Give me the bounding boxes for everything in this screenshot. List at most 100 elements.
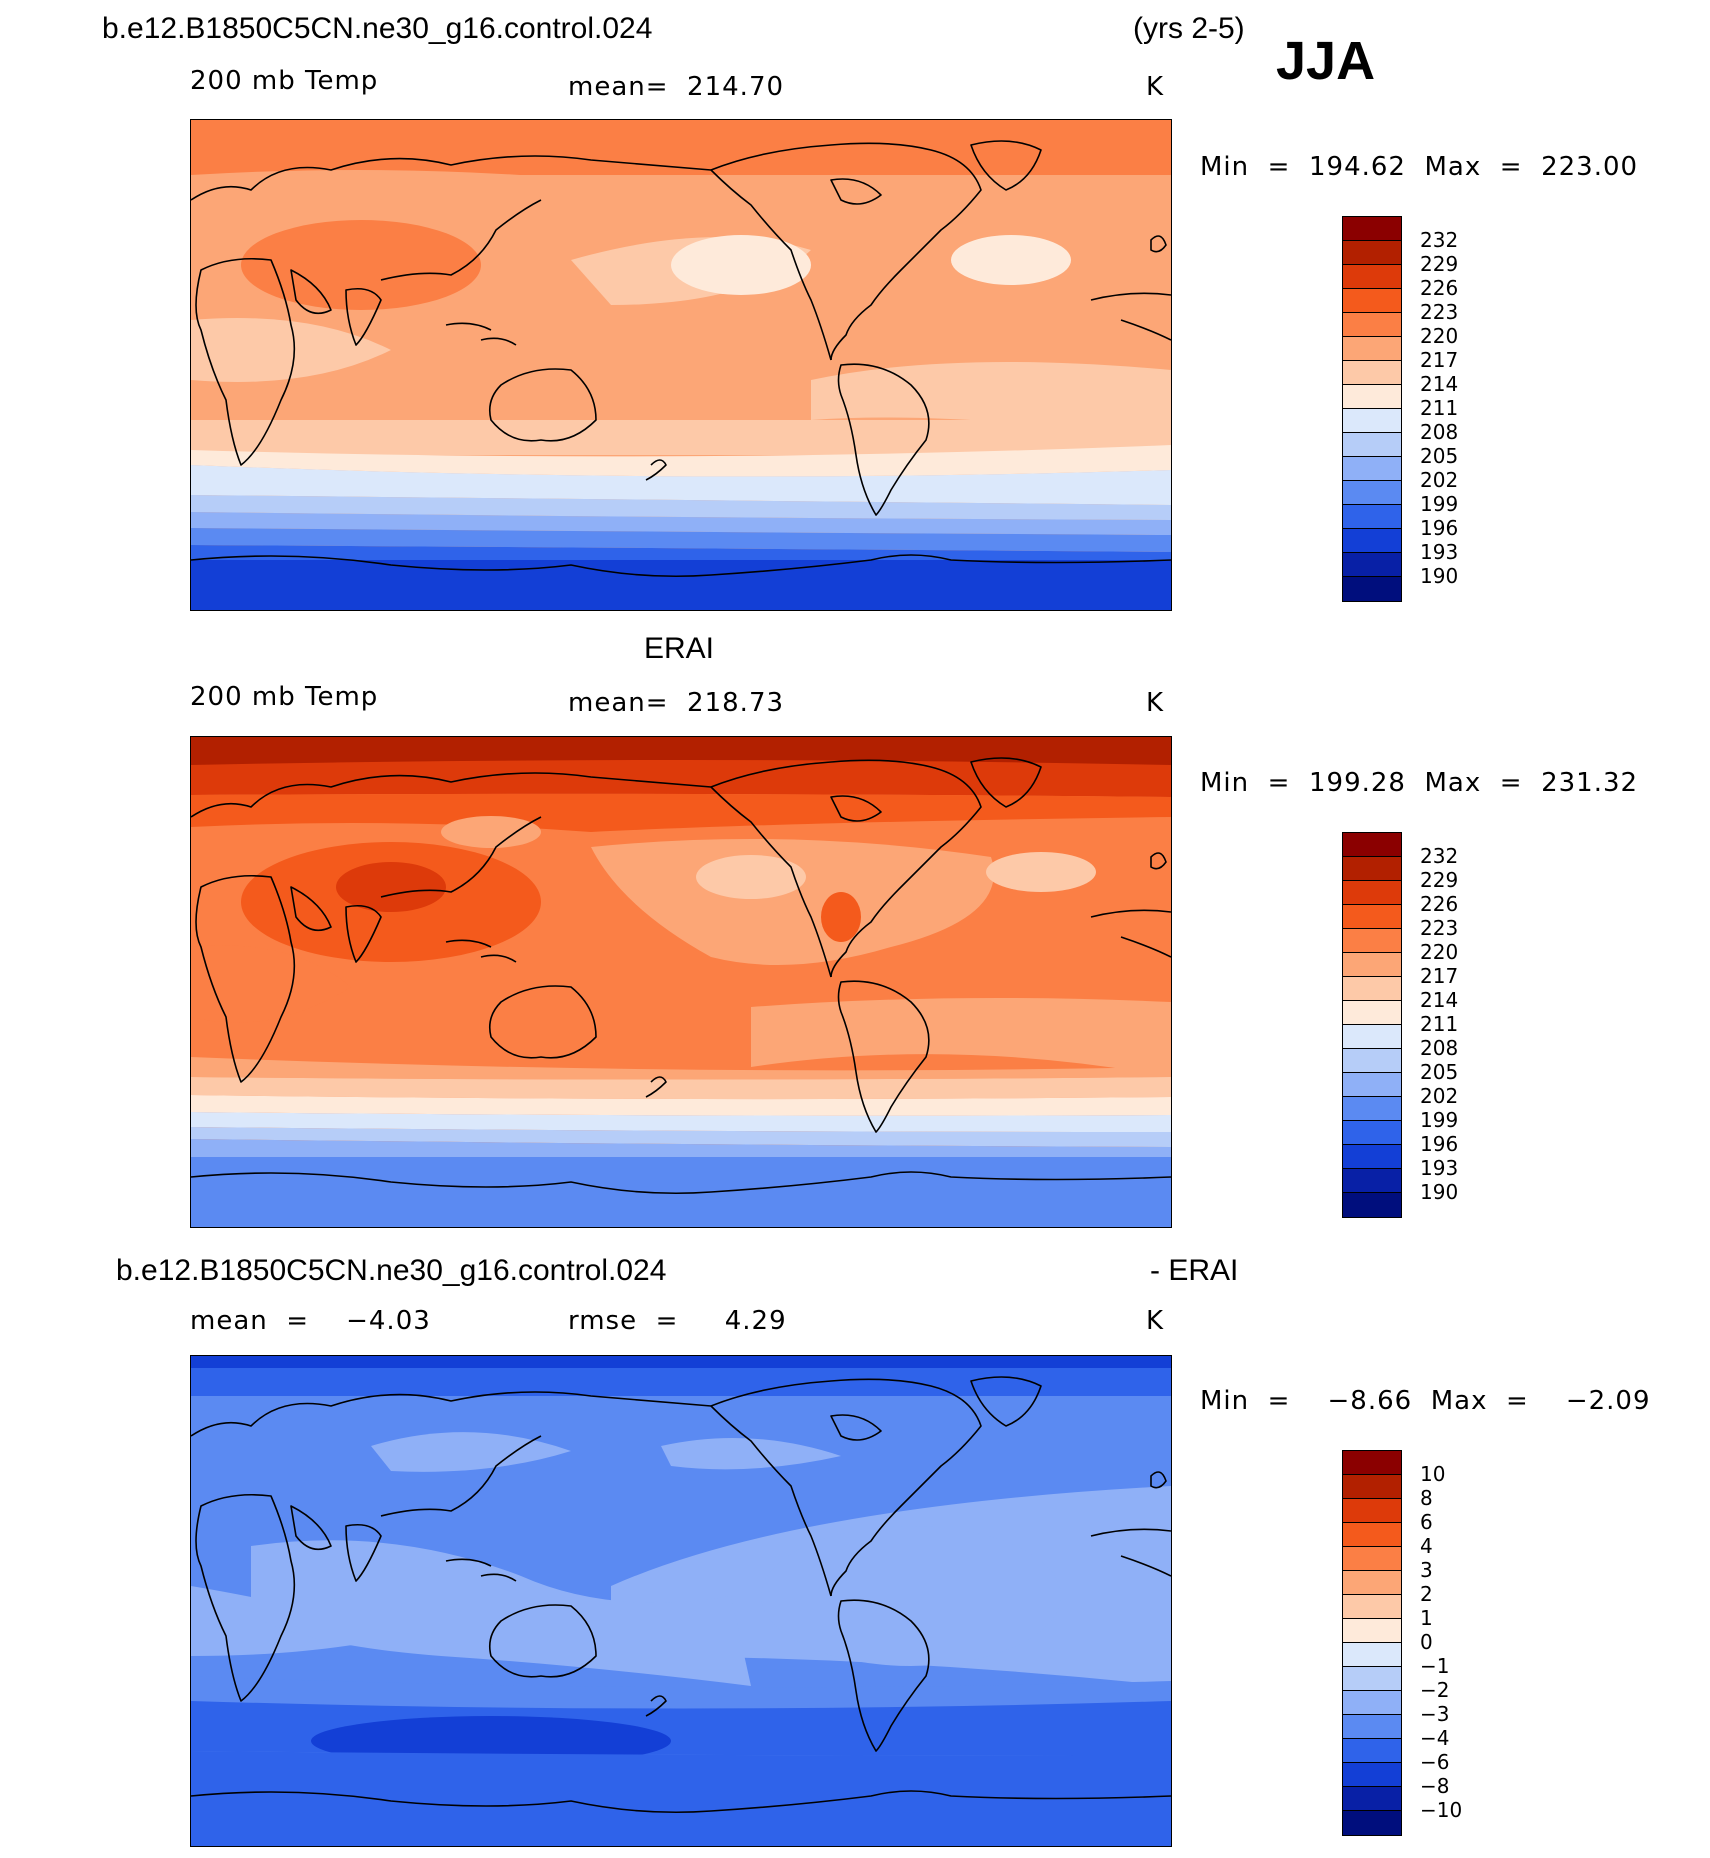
colorbar-swatch	[1343, 1073, 1401, 1097]
field-band	[191, 1077, 1171, 1100]
panel1-tick: 229	[1420, 252, 1459, 276]
field-band	[191, 1676, 1171, 1709]
panel3-tick: −4	[1420, 1726, 1450, 1750]
panel2-units: K	[1146, 688, 1165, 718]
colorbar-swatch	[1343, 1145, 1401, 1169]
panel2-tick: 229	[1420, 868, 1459, 892]
panel2-tick: 211	[1420, 1012, 1459, 1036]
panel2-tick: 199	[1420, 1108, 1459, 1132]
panel2-mean: mean= 218.73	[568, 688, 785, 718]
panel2-tick: 226	[1420, 892, 1459, 916]
field-band	[191, 793, 1171, 832]
colorbar-swatch	[1343, 313, 1401, 337]
panel1-tick: 199	[1420, 492, 1459, 516]
colorbar-swatch	[1343, 337, 1401, 361]
field-band	[191, 528, 1171, 552]
panel3-tick: −3	[1420, 1702, 1450, 1726]
field-band	[761, 1526, 1061, 1666]
panel1-tick: 205	[1420, 444, 1459, 468]
panel3-title-right: - ERAI	[1150, 1254, 1239, 1287]
panel1-tick: 208	[1420, 420, 1459, 444]
panel3-tick: −2	[1420, 1678, 1450, 1702]
panel1-tick: 196	[1420, 516, 1459, 540]
colorbar-swatch	[1343, 1763, 1401, 1787]
panel1-tick: 226	[1420, 276, 1459, 300]
colorbar-swatch	[1343, 977, 1401, 1001]
panel3-tick: −1	[1420, 1654, 1450, 1678]
panel2-colorbar	[1342, 832, 1402, 1218]
colorbar-swatch	[1343, 1547, 1401, 1571]
case-title: b.e12.B1850C5CN.ne30_g16.control.024	[102, 12, 653, 45]
colorbar-swatch	[1343, 1595, 1401, 1619]
field-band	[371, 1432, 571, 1472]
panel2-tick: 232	[1420, 844, 1459, 868]
colorbar-swatch	[1343, 529, 1401, 553]
field-band	[696, 855, 806, 899]
panel3-tick: 8	[1420, 1486, 1433, 1510]
field-band	[191, 945, 351, 1023]
colorbar-swatch	[1343, 1121, 1401, 1145]
panel2-tick: 193	[1420, 1156, 1459, 1180]
colorbar-swatch	[1343, 881, 1401, 905]
colorbar-swatch	[1343, 1001, 1401, 1025]
colorbar-swatch	[1343, 1169, 1401, 1193]
colorbar-swatch	[1343, 857, 1401, 881]
panel1-tick: 223	[1420, 300, 1459, 324]
colorbar-swatch	[1343, 1811, 1401, 1835]
panel2-tick: 205	[1420, 1060, 1459, 1084]
panel2-variable: 200 mb Temp	[190, 682, 379, 712]
colorbar-swatch	[1343, 217, 1401, 241]
panel2-title: ERAI	[644, 632, 715, 665]
field-band	[191, 1356, 1171, 1368]
panel3-map	[190, 1355, 1172, 1847]
panel1-field	[191, 120, 1171, 610]
colorbar-swatch	[1343, 481, 1401, 505]
field-band	[191, 1127, 1171, 1147]
colorbar-swatch	[1343, 457, 1401, 481]
panel3-field	[191, 1356, 1171, 1846]
field-band	[951, 235, 1071, 285]
field-band	[251, 1540, 751, 1686]
panel3-title-left: b.e12.B1850C5CN.ne30_g16.control.024	[116, 1254, 667, 1287]
colorbar-swatch	[1343, 1667, 1401, 1691]
panel2-tick: 217	[1420, 964, 1459, 988]
panel1-map	[190, 119, 1172, 611]
panel3-minmax: Min = −8.66 Max = −2.09	[1200, 1386, 1651, 1416]
colorbar-swatch	[1343, 1619, 1401, 1643]
field-band	[441, 816, 541, 848]
field-band	[191, 1095, 1171, 1116]
field-band	[191, 318, 391, 382]
field-band	[191, 760, 1171, 797]
field-band	[986, 852, 1096, 892]
panel1-tick: 217	[1420, 348, 1459, 372]
field-band	[191, 1751, 1171, 1846]
panel1-colorbar	[1342, 216, 1402, 602]
colorbar-swatch	[1343, 385, 1401, 409]
panel1-minmax: Min = 194.62 Max = 223.00	[1200, 152, 1639, 182]
colorbar-swatch	[1343, 1523, 1401, 1547]
field-band	[191, 420, 1171, 455]
colorbar-swatch	[1343, 1643, 1401, 1667]
panel2-tick: 214	[1420, 988, 1459, 1012]
panel1-variable: 200 mb Temp	[190, 66, 379, 96]
panel2-tick: 190	[1420, 1180, 1459, 1204]
colorbar-swatch	[1343, 289, 1401, 313]
panel3-tick: 3	[1420, 1558, 1433, 1582]
colorbar-swatch	[1343, 1715, 1401, 1739]
colorbar-swatch	[1343, 1451, 1401, 1475]
panel2-tick: 220	[1420, 940, 1459, 964]
colorbar-swatch	[1343, 409, 1401, 433]
panel3-units: K	[1146, 1306, 1165, 1336]
panel3-tick: 6	[1420, 1510, 1433, 1534]
field-band	[336, 862, 446, 912]
colorbar-swatch	[1343, 433, 1401, 457]
field-band	[591, 839, 994, 965]
field-band	[241, 220, 481, 310]
panel2-minmax: Min = 199.28 Max = 231.32	[1200, 768, 1639, 798]
field-band	[661, 1438, 841, 1470]
colorbar-swatch	[1343, 1691, 1401, 1715]
field-band	[191, 512, 1171, 535]
panel1-tick: 214	[1420, 372, 1459, 396]
years-label: (yrs 2-5)	[1133, 12, 1245, 45]
panel2-tick: 223	[1420, 916, 1459, 940]
